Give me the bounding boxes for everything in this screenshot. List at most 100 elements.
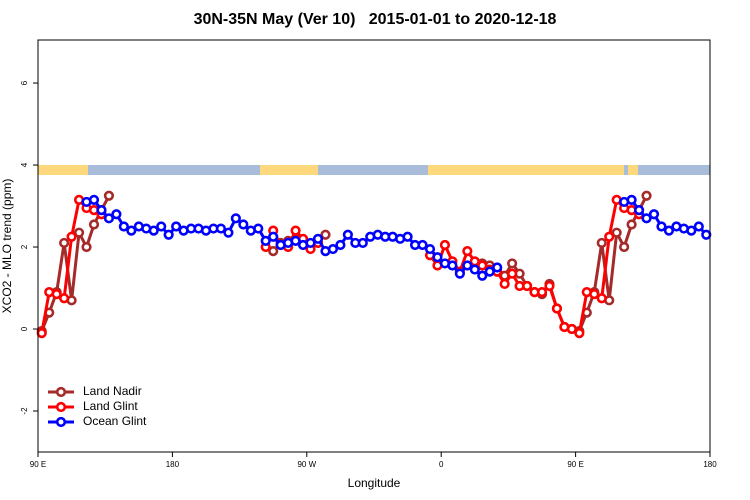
plot-area — [36, 190, 712, 339]
legend-swatch-marker — [55, 386, 67, 398]
data-point — [477, 270, 488, 281]
data-point — [499, 278, 510, 290]
data-point — [626, 219, 637, 230]
data-point — [574, 328, 585, 339]
data-point — [701, 229, 712, 240]
x-tick-label: 0 — [439, 460, 444, 469]
data-point — [268, 231, 279, 242]
data-point — [462, 260, 473, 271]
y-tick-label: 4 — [20, 162, 29, 167]
data-point — [223, 227, 234, 238]
data-point — [59, 237, 70, 249]
data-point — [103, 190, 115, 201]
data-point — [596, 293, 607, 304]
data-point — [59, 293, 70, 304]
data-point — [73, 227, 85, 238]
data-point — [126, 225, 137, 236]
data-point — [342, 229, 353, 240]
surface-strip — [38, 165, 710, 175]
legend-label: Ocean Glint — [83, 414, 147, 428]
land-band — [260, 165, 318, 175]
data-point — [536, 287, 548, 298]
data-point — [253, 223, 264, 234]
data-point — [260, 235, 271, 246]
data-point — [626, 194, 637, 205]
x-axis-label: Longitude — [348, 476, 401, 490]
data-point — [51, 289, 62, 300]
data-point — [693, 221, 704, 232]
data-point — [320, 229, 331, 240]
data-point — [88, 194, 100, 205]
data-point — [66, 231, 77, 242]
data-point — [566, 323, 577, 335]
data-point — [447, 260, 458, 271]
data-point — [417, 239, 428, 251]
y-tick-label: 6 — [20, 80, 29, 85]
data-point — [454, 268, 465, 279]
data-point — [215, 223, 227, 234]
data-point — [641, 190, 652, 201]
land-band — [628, 165, 638, 175]
data-point — [551, 303, 563, 314]
plot-frame — [37, 39, 711, 453]
data-point — [290, 235, 301, 246]
data-point — [432, 252, 443, 263]
data-point — [103, 213, 115, 224]
legend-swatch-marker — [55, 416, 67, 428]
data-point — [633, 205, 645, 216]
data-point — [604, 231, 615, 242]
data-point — [484, 266, 495, 277]
chart-title: 30N-35N May (Ver 10) 2015-01-01 to 2020-… — [194, 11, 557, 28]
data-point — [96, 205, 107, 216]
data-point — [439, 239, 451, 251]
data-point — [111, 209, 122, 220]
data-point — [469, 264, 480, 275]
data-point — [544, 280, 555, 292]
data-point — [424, 243, 436, 255]
data-point — [268, 246, 279, 257]
data-point — [507, 268, 518, 279]
data-point — [402, 231, 413, 242]
y-axis-label: XCO2 - MLO trend (ppm) — [0, 179, 14, 314]
data-point — [171, 221, 182, 232]
x-tick-label: 180 — [703, 460, 717, 469]
data-point — [596, 237, 607, 249]
legend-label: Land Glint — [83, 399, 138, 413]
y-tick-label: 0 — [20, 326, 29, 331]
x-tick-label: 90 E — [567, 460, 583, 469]
data-point — [663, 225, 675, 236]
legend-label: Land Nadir — [83, 384, 142, 398]
data-point — [305, 237, 316, 249]
data-point — [686, 225, 697, 236]
data-point — [619, 241, 630, 253]
data-point — [335, 239, 346, 251]
data-point — [589, 289, 600, 300]
data-point — [238, 219, 249, 230]
y-tick-label: -2 — [20, 407, 29, 415]
data-point — [148, 225, 159, 236]
x-tick-label: 180 — [166, 460, 180, 469]
legend-swatch-marker — [55, 401, 67, 413]
data-point — [327, 243, 339, 255]
data-point — [521, 280, 533, 292]
data-point — [357, 237, 368, 249]
data-point — [492, 262, 503, 273]
land-band — [38, 165, 88, 175]
data-point — [88, 219, 100, 230]
data-point — [507, 258, 518, 269]
data-point — [462, 246, 473, 257]
data-point — [36, 328, 47, 339]
x-tick-label: 90 E — [30, 460, 46, 469]
data-point — [118, 221, 129, 232]
data-point — [477, 260, 488, 271]
data-point — [230, 213, 241, 224]
data-point — [656, 221, 667, 232]
land-band — [428, 165, 624, 175]
data-point — [641, 213, 652, 224]
y-tick-label: 2 — [20, 244, 29, 249]
ocean-band — [38, 165, 710, 175]
data-point — [648, 209, 660, 220]
data-point — [312, 233, 324, 244]
